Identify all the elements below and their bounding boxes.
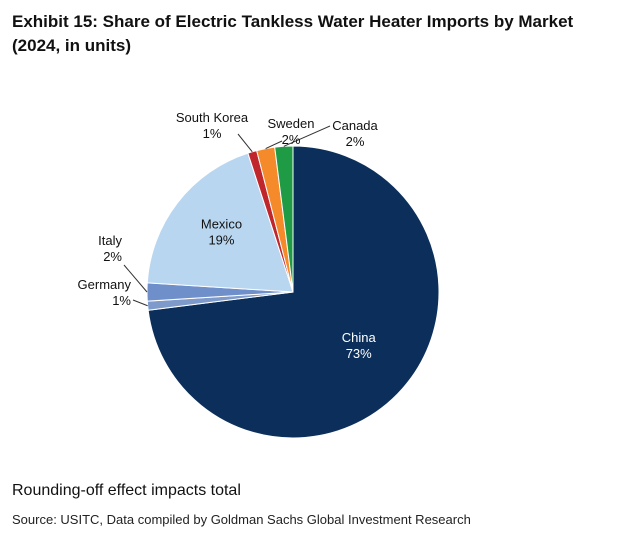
leader-line-germany — [132, 299, 148, 307]
pie-slice-china — [147, 145, 440, 439]
slice-value-italy: 2% — [103, 249, 122, 264]
leader-line-south-korea — [237, 133, 253, 153]
slice-value-china: 73% — [346, 346, 372, 361]
leader-line-sweden — [265, 140, 283, 150]
slice-value-germany: 1% — [112, 293, 131, 308]
leader-line-italy — [123, 264, 148, 293]
slice-label-south-korea: South Korea — [176, 110, 249, 125]
slice-label-germany: Germany — [78, 277, 132, 292]
slice-label-canada: Canada — [332, 118, 378, 133]
slice-value-south-korea: 1% — [203, 126, 222, 141]
slice-label-italy: Italy — [98, 233, 122, 248]
slice-value-sweden: 2% — [282, 132, 301, 147]
label-leader-lines — [123, 125, 331, 307]
source-note: Source: USITC, Data compiled by Goldman … — [12, 512, 471, 527]
slice-value-mexico: 19% — [208, 233, 234, 248]
pie-slice-mexico — [146, 152, 294, 293]
rounding-note: Rounding-off effect impacts total — [12, 482, 241, 499]
pie-slices — [146, 145, 440, 439]
pie-slice-canada — [274, 145, 294, 293]
slice-label-mexico: Mexico — [201, 217, 242, 232]
leader-line-canada — [283, 125, 331, 147]
chart-title: Exhibit 15: Share of Electric Tankless W… — [12, 12, 574, 55]
slice-value-canada: 2% — [346, 134, 365, 149]
slice-label-china: China — [342, 330, 377, 345]
slice-label-sweden: Sweden — [268, 116, 315, 131]
